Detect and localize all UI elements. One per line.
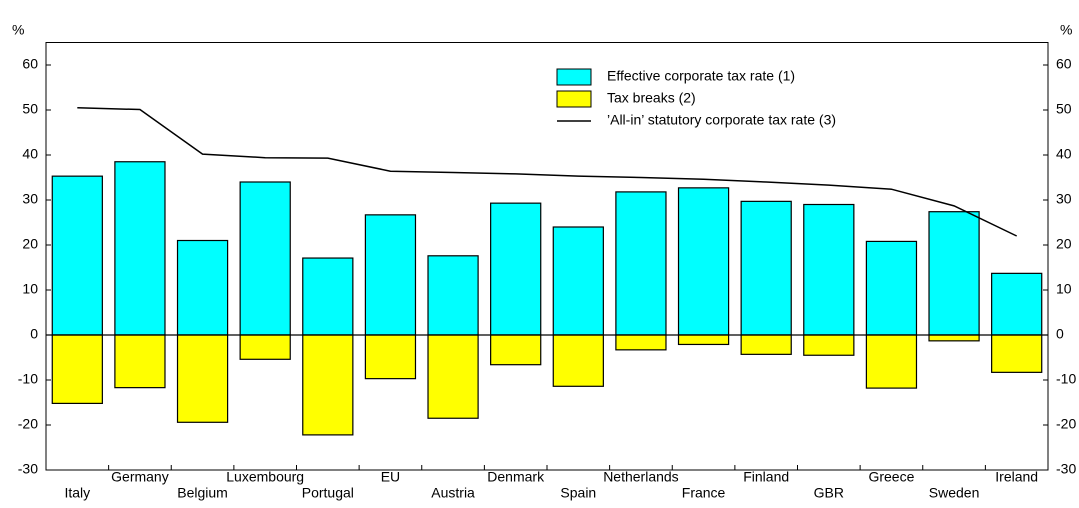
bar <box>740 334 792 355</box>
y2-tick-label: 50 <box>1056 101 1072 117</box>
x-tick-label: Finland <box>743 469 789 485</box>
bar <box>615 191 667 336</box>
bar <box>803 334 855 356</box>
legend-swatch <box>556 90 592 108</box>
legend-label: Tax breaks (2) <box>607 90 696 106</box>
y2-tick-label: 60 <box>1056 56 1072 72</box>
x-tick-label: Ireland <box>995 469 1038 485</box>
bar <box>928 211 980 336</box>
x-tick-label: Portugal <box>302 485 354 501</box>
bar <box>991 272 1043 336</box>
bar <box>114 161 166 336</box>
y2-tick-label: -10 <box>1056 371 1076 387</box>
bar <box>51 334 103 405</box>
x-tick-label: Denmark <box>487 469 545 485</box>
y-unit-left: % <box>12 22 24 38</box>
bar <box>364 214 417 336</box>
y-tick-label: 20 <box>22 236 38 252</box>
bar <box>803 203 855 336</box>
y-tick-label: 40 <box>22 146 38 162</box>
bar <box>427 334 479 419</box>
bar <box>490 202 542 336</box>
bar <box>302 334 354 436</box>
y2-tick-label: 10 <box>1056 281 1072 297</box>
y-tick-label: -30 <box>18 461 38 477</box>
bar <box>302 257 354 336</box>
legend-swatch <box>556 68 592 86</box>
y-tick-label: 50 <box>22 101 38 117</box>
x-tick-label: France <box>682 485 726 501</box>
bar <box>928 334 980 342</box>
y-tick-label: -20 <box>18 416 38 432</box>
y-tick-label: 0 <box>30 326 38 342</box>
bar <box>51 175 103 336</box>
y-tick-label: 60 <box>22 56 38 72</box>
x-tick-label: Luxembourg <box>226 469 304 485</box>
y2-tick-label: -20 <box>1056 416 1076 432</box>
bar <box>114 334 166 389</box>
x-tick-label: Italy <box>64 485 90 501</box>
y-tick-label: 10 <box>22 281 38 297</box>
y-unit-right: % <box>1060 22 1072 38</box>
bar <box>490 334 542 366</box>
x-tick-label: Netherlands <box>603 469 679 485</box>
bar <box>239 334 291 360</box>
x-tick-label: EU <box>381 469 400 485</box>
y-tick-label: 30 <box>22 191 38 207</box>
x-tick-label: Sweden <box>929 485 980 501</box>
y2-tick-label: 40 <box>1056 146 1072 162</box>
bar <box>865 334 918 389</box>
y2-tick-label: 30 <box>1056 191 1072 207</box>
x-tick-label: GBR <box>814 485 844 501</box>
x-tick-label: Belgium <box>177 485 228 501</box>
bar <box>615 334 667 351</box>
y2-tick-label: 0 <box>1056 326 1064 342</box>
x-tick-label: Spain <box>560 485 596 501</box>
y2-tick-label: 20 <box>1056 236 1072 252</box>
bar <box>677 334 730 346</box>
bar <box>176 239 229 336</box>
bar <box>176 334 229 423</box>
bar <box>239 181 291 336</box>
bar <box>991 334 1043 373</box>
y-tick-label: -10 <box>18 371 38 387</box>
line <box>77 107 1018 237</box>
x-tick-label: Greece <box>868 469 914 485</box>
bar <box>427 255 479 336</box>
bar <box>740 200 792 336</box>
x-tick-label: Germany <box>111 469 169 485</box>
bar <box>865 240 918 336</box>
bar <box>677 187 730 336</box>
bar <box>552 334 604 387</box>
legend-label: ’All-in’ statutory corporate tax rate (3… <box>607 112 836 128</box>
bar <box>552 226 604 336</box>
bar <box>364 334 417 380</box>
y2-tick-label: -30 <box>1056 461 1076 477</box>
x-tick-label: Austria <box>431 485 475 501</box>
legend-label: Effective corporate tax rate (1) <box>607 68 795 84</box>
